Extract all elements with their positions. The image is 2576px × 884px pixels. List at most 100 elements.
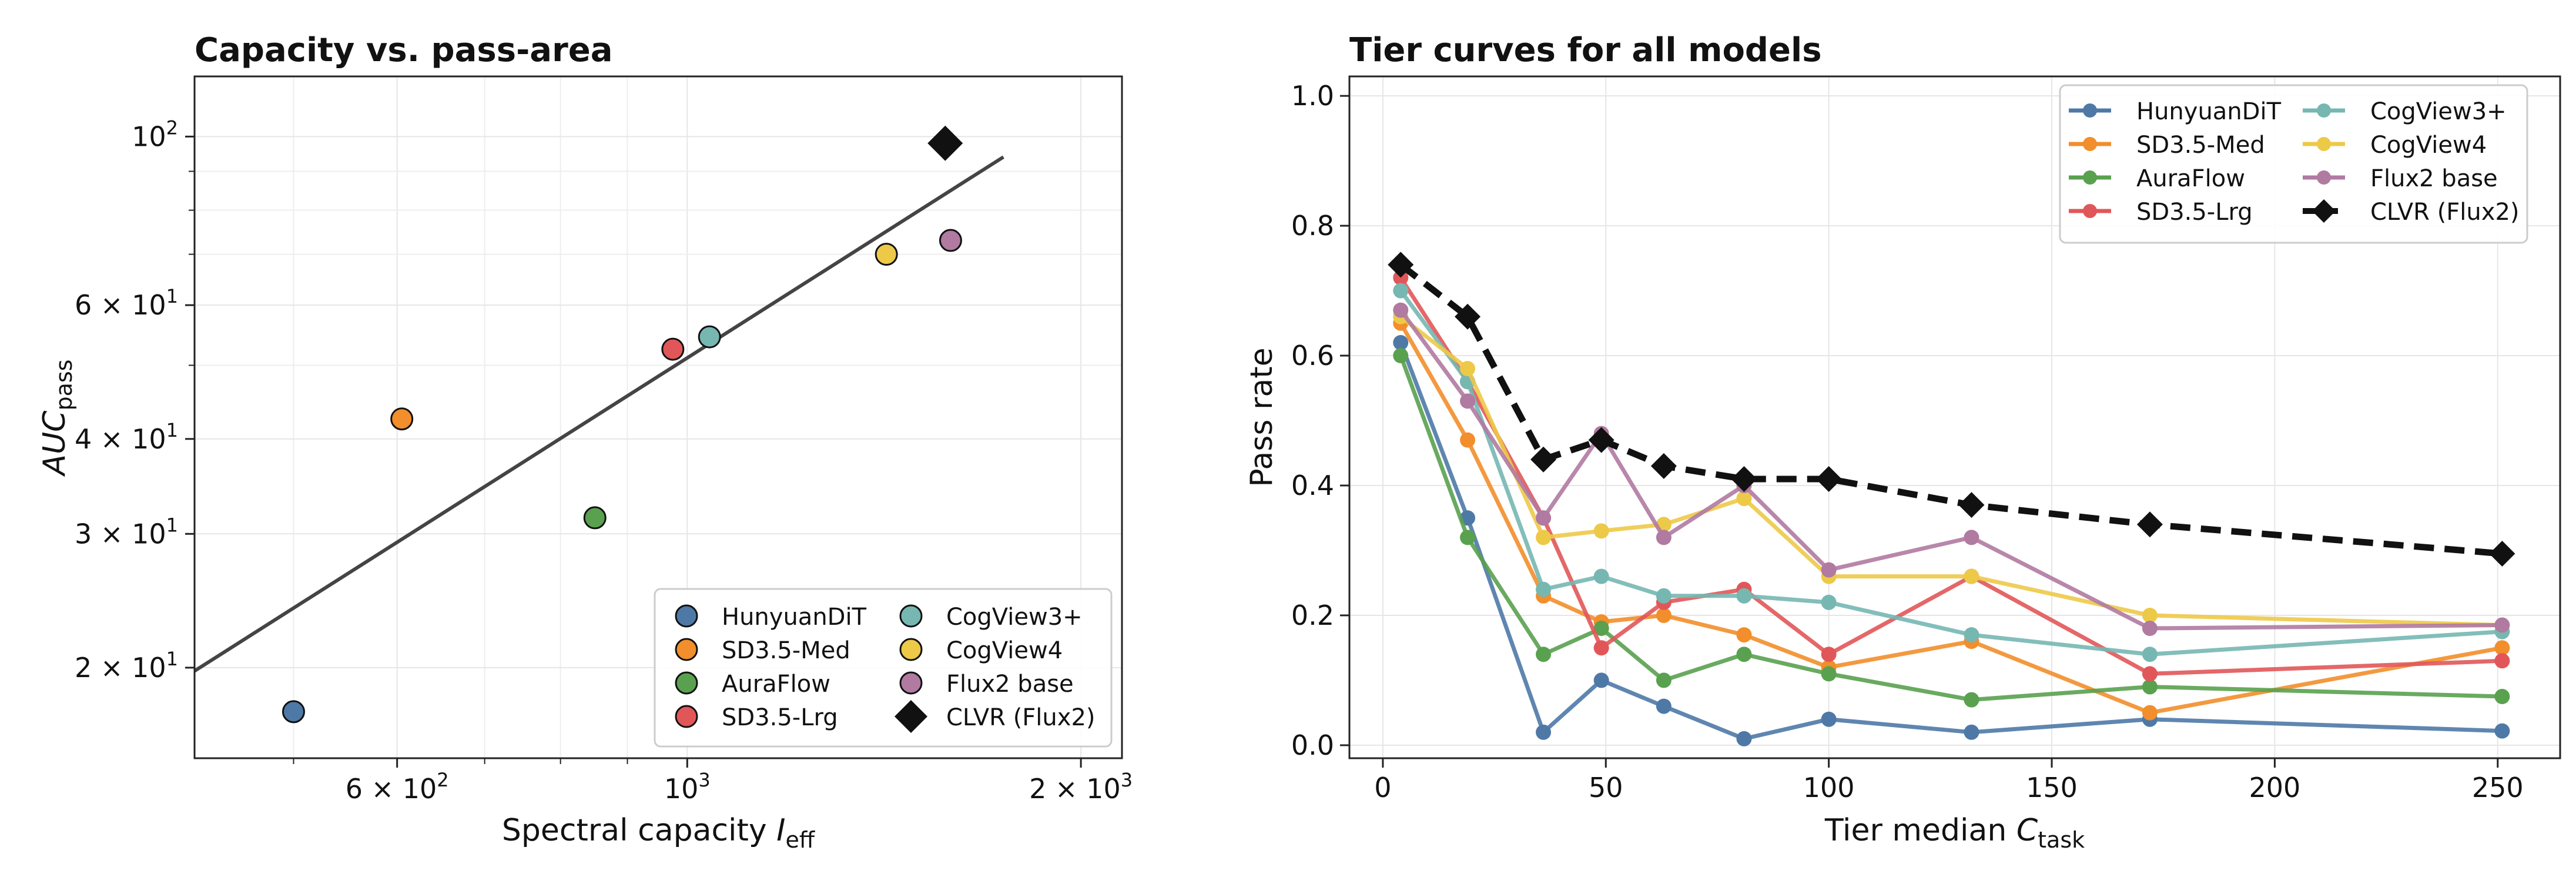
left-legend-label-CogView3+: CogView3+ — [946, 604, 1083, 631]
right-y-axis-label: Pass rate — [1244, 347, 1279, 487]
right-legend-marker-SD3.5-Lrg — [2083, 204, 2097, 218]
left-x-tick-mantissa: 2 × 10 — [1029, 773, 1121, 805]
right-point-CogView4 — [1593, 523, 1609, 539]
left-y-tick-label: 6 × 101 — [75, 285, 178, 321]
right-series-line-Flux2 base — [1399, 309, 2503, 631]
right-point-CLVR (Flux2) — [1388, 252, 1414, 278]
left-x-tick-exponent: 3 — [1121, 769, 1133, 791]
right-point-SD3.5-Lrg — [2142, 666, 2158, 682]
right-y-tick-label: 0.0 — [1291, 729, 1334, 761]
right-series-CLVR (Flux2) — [1388, 252, 2515, 567]
right-legend-marker-CogView4 — [2317, 137, 2331, 151]
left-legend-marker-HunyuanDiT — [675, 604, 698, 628]
right-point-Flux2 base — [2142, 621, 2158, 637]
right-legend-box — [2059, 84, 2528, 244]
right-y-tick-label: 0.4 — [1291, 470, 1334, 501]
left-y-tick-exponent: 2 — [166, 116, 178, 139]
left-y-axis-label: AUCpass — [37, 360, 77, 477]
right-point-CLVR (Flux2) — [2136, 511, 2163, 538]
right-point-CLVR (Flux2) — [1455, 303, 1481, 330]
left-x-axis-label: Spectral capacity Ieff — [502, 813, 815, 853]
right-x-axis-label-main: Tier median — [1824, 813, 2016, 848]
right-y-tick-label: 0.8 — [1291, 210, 1334, 242]
left-y-tick-label: 3 × 101 — [75, 514, 178, 550]
right-ticks: 0 50 100 150 200 250 0.0 0.2 0.4 0.6 0.8 1.0 — [1291, 80, 2524, 803]
left-legend-label-Flux2 base: Flux2 base — [946, 671, 1074, 698]
left-point-Flux2 base — [939, 229, 962, 252]
right-series-line-CLVR (Flux2) — [1398, 262, 2503, 557]
right-legend: HunyuanDiT SD3.5-Med AuraFlow SD3.5-Lrg CogV… — [2059, 84, 2528, 244]
right-point-SD3.5-Med — [2142, 705, 2158, 721]
left-point-CogView4 — [875, 243, 898, 266]
right-point-AuraFlow — [1656, 672, 1671, 688]
right-point-SD3.5-Med — [2494, 640, 2510, 656]
right-point-AuraFlow — [1964, 692, 1979, 708]
left-legend-label-CogView4: CogView4 — [946, 637, 1063, 664]
right-series-line-HunyuanDiT — [1398, 341, 2503, 741]
right-point-CogView3+ — [1821, 594, 1837, 610]
left-x-tick-mantissa: 6 × 10 — [346, 773, 437, 805]
right-point-Flux2 base — [1656, 530, 1671, 545]
right-point-AuraFlow — [1821, 666, 1837, 682]
right-point-HunyuanDiT — [1536, 724, 1552, 740]
left-y-tick-label: 2 × 101 — [75, 648, 178, 684]
left-legend-box — [654, 588, 1113, 748]
right-point-CogView3+ — [1656, 588, 1671, 604]
right-legend-label-CLVR (Flux2): CLVR (Flux2) — [2370, 199, 2520, 226]
right-point-CLVR (Flux2) — [1815, 466, 1842, 492]
right-panel: 0 50 100 150 200 250 0.0 0.2 0.4 0.6 0.8 1.0 Tier c… — [1244, 31, 2561, 853]
right-point-HunyuanDiT — [2494, 723, 2510, 739]
right-x-axis-label-italic: C — [2016, 813, 2038, 848]
right-x-tick-label: 0 — [1374, 772, 1391, 803]
right-legend-label-CogView4: CogView4 — [2370, 132, 2487, 159]
right-series-line-AuraFlow — [1398, 354, 2503, 702]
left-y-tick-exponent: 1 — [166, 648, 178, 670]
left-legend-marker-CLVR (Flux2) — [895, 700, 927, 733]
left-legend-marker-SD3.5-Lrg — [675, 705, 698, 728]
right-legend-label-SD3.5-Lrg: SD3.5-Lrg — [2136, 199, 2253, 226]
right-point-AuraFlow — [1393, 348, 1409, 364]
left-y-tick-label: 4 × 101 — [75, 419, 178, 455]
right-point-SD3.5-Lrg — [1393, 270, 1409, 286]
left-legend-label-SD3.5-Med: SD3.5-Med — [722, 637, 850, 664]
right-legend-label-Flux2 base: Flux2 base — [2370, 165, 2498, 192]
right-y-tick-label: 0.6 — [1291, 340, 1334, 371]
left-x-tick-exponent: 2 — [437, 769, 448, 791]
right-legend-items: HunyuanDiT SD3.5-Med AuraFlow SD3.5-Lrg CogV… — [2069, 98, 2520, 226]
right-point-Flux2 base — [1821, 562, 1837, 578]
right-point-CogView3+ — [1536, 581, 1552, 597]
right-x-axis-label-sub: task — [2038, 827, 2085, 853]
left-y-tick-label: 102 — [132, 116, 178, 152]
right-point-AuraFlow — [1460, 530, 1476, 545]
right-x-axis-label: Tier median Ctask — [1824, 813, 2085, 853]
left-x-axis-label-main: Spectral capacity — [502, 813, 776, 848]
right-point-CogView3+ — [1964, 627, 1979, 643]
right-point-SD3.5-Lrg — [2494, 653, 2510, 669]
left-plot-frame — [193, 75, 1123, 759]
left-point-CogView3+ — [698, 325, 721, 349]
right-series-line-SD3.5-Med — [1399, 322, 2503, 715]
left-y-tick-mantissa: 2 × 10 — [75, 652, 166, 684]
left-x-axis-label-sub: eff — [786, 827, 815, 853]
right-point-SD3.5-Med — [1656, 607, 1671, 623]
left-y-tick-exponent: 1 — [166, 514, 178, 536]
right-series-AuraFlow — [1393, 348, 2510, 708]
right-point-Flux2 base — [1964, 530, 1979, 545]
right-point-CogView4 — [1964, 568, 1979, 584]
right-x-tick-label: 100 — [1803, 772, 1855, 803]
left-chart-title: Capacity vs. pass-area — [195, 31, 612, 69]
right-point-CogView4 — [1736, 491, 1752, 507]
right-point-HunyuanDiT — [1593, 672, 1609, 688]
left-legend-marker-CogView3+ — [899, 604, 923, 628]
right-legend-marker-AuraFlow — [2083, 170, 2097, 185]
right-point-CLVR (Flux2) — [2489, 541, 2515, 567]
right-point-SD3.5-Lrg — [1593, 640, 1609, 656]
right-series-SD3.5-Med — [1393, 315, 2510, 721]
right-point-CogView3+ — [1393, 283, 1409, 299]
left-point-SD3.5-Med — [390, 407, 414, 431]
right-point-HunyuanDiT — [1736, 731, 1752, 746]
right-point-SD3.5-Med — [1460, 432, 1476, 448]
right-point-Flux2 base — [1536, 510, 1552, 526]
left-point-AuraFlow — [583, 506, 607, 530]
